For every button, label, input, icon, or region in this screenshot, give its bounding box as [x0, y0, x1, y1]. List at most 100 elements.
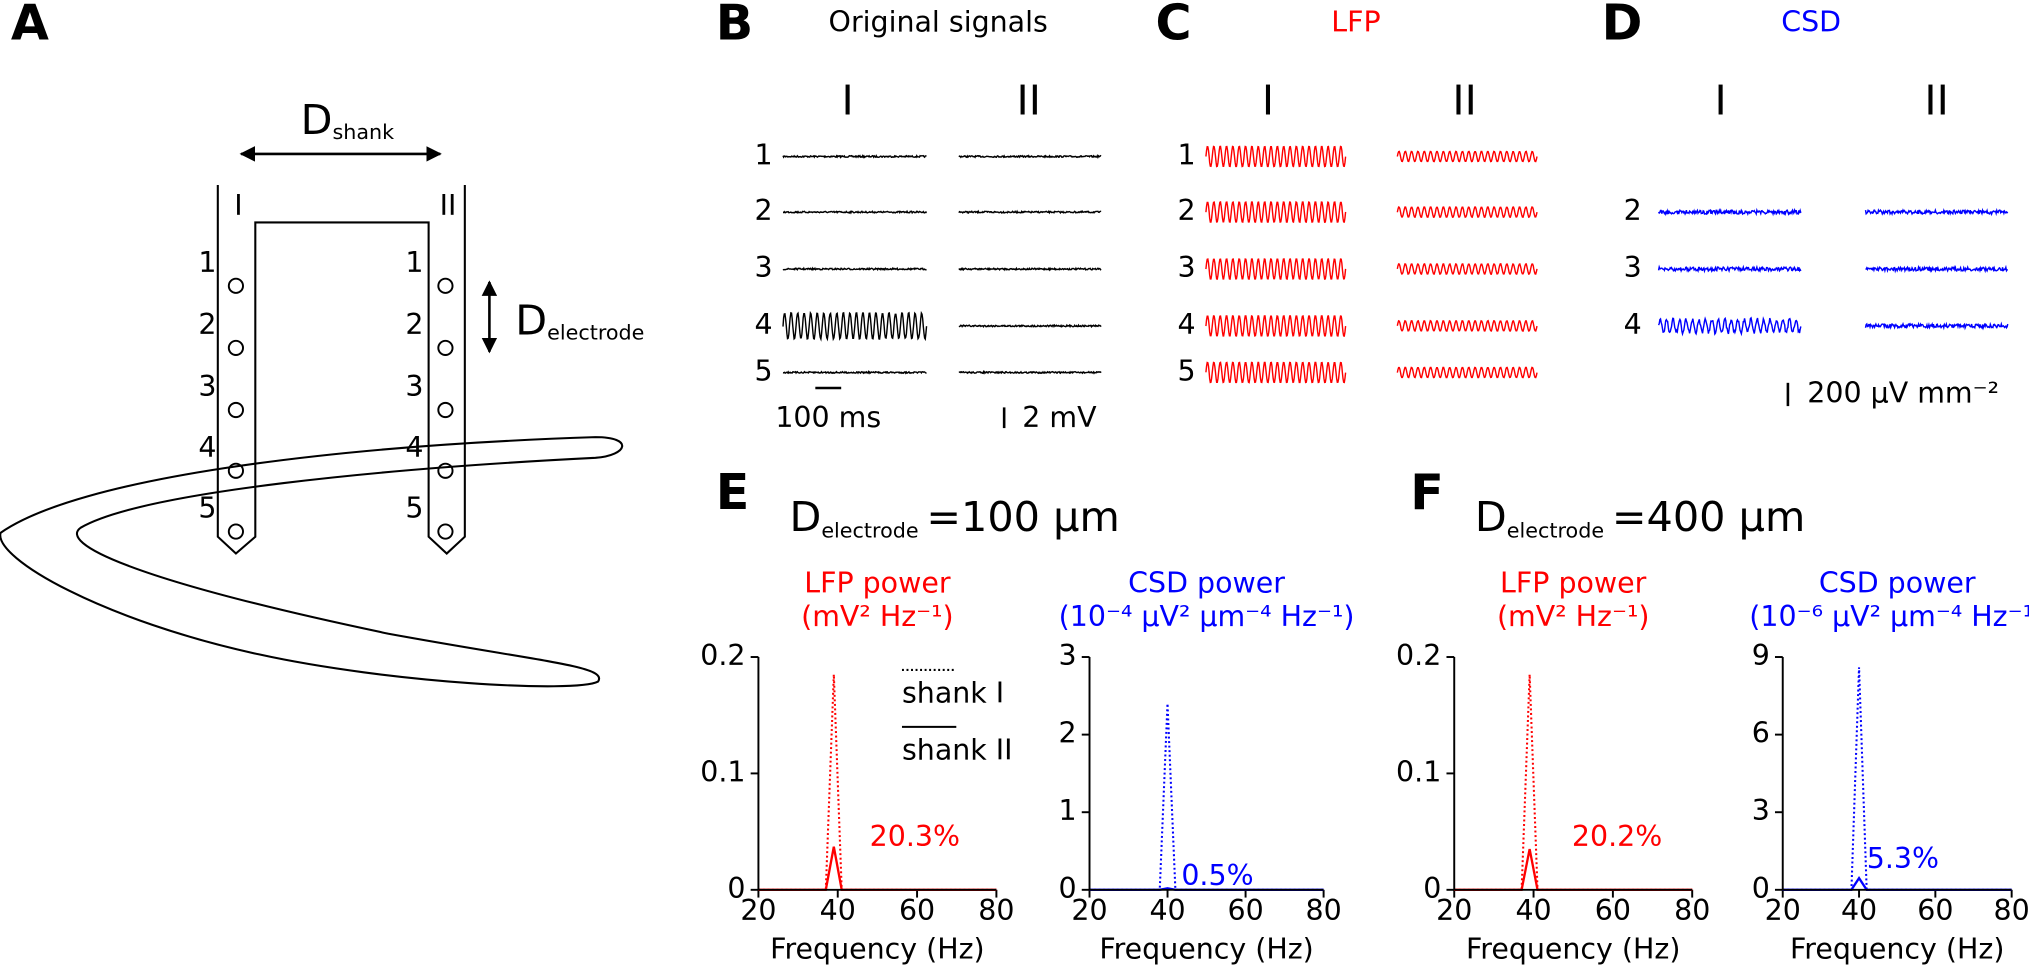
electrode-label: 2	[405, 308, 423, 341]
electrode-label: 5	[405, 492, 423, 525]
panel-label: C	[1155, 0, 1191, 51]
panel-label: F	[1410, 463, 1444, 521]
d-shank-sub: shank	[332, 120, 394, 144]
heading: Delectrode =100 µm	[789, 493, 1119, 543]
column-label: II	[1017, 76, 1041, 124]
scale-label: 200 µV mm⁻²	[1807, 376, 1999, 409]
y-tick-label: 0.1	[700, 755, 745, 788]
legend-label: shank II	[902, 733, 1013, 766]
panel-title: CSD	[1781, 5, 1841, 38]
trace	[958, 154, 1102, 159]
column-label: II	[1452, 76, 1476, 124]
row-label: 2	[1177, 194, 1195, 227]
x-tick-label: 20	[740, 894, 776, 927]
trace	[1205, 145, 1347, 168]
row-label: 3	[1624, 251, 1642, 284]
x-tick-label: 80	[978, 894, 1014, 927]
row-label: 4	[1624, 308, 1642, 341]
x-tick-label: 20	[1071, 894, 1107, 927]
row-label: 1	[1177, 138, 1195, 171]
y-tick-label: 0	[1058, 872, 1076, 905]
scale-label: 2 mV	[1022, 401, 1097, 434]
electrode	[437, 462, 454, 479]
panel-label: D	[1602, 0, 1643, 51]
series-line	[1454, 674, 1693, 891]
row-label: 1	[755, 138, 773, 171]
series-line	[758, 846, 997, 891]
electrode-label: 4	[405, 431, 423, 464]
x-tick-label: 40	[1841, 894, 1877, 927]
y-tick-label: 3	[1752, 794, 1770, 827]
legend-label: shank I	[902, 677, 1004, 710]
chart-title: LFP power	[1500, 567, 1647, 600]
row-label: 5	[755, 354, 773, 387]
trace	[782, 266, 927, 272]
panel-title: Original signals	[829, 5, 1048, 38]
column-label: I	[842, 76, 854, 124]
heading-value: =400 µm	[1612, 493, 1805, 541]
heading-value: =100 µm	[926, 493, 1119, 541]
panel-title: LFP	[1331, 5, 1380, 38]
trace	[1205, 200, 1347, 224]
x-tick-label: 60	[1917, 894, 1953, 927]
x-tick-label: 60	[1595, 894, 1631, 927]
annotation: 5.3%	[1867, 842, 1939, 875]
shank-label: I	[234, 189, 242, 222]
trace	[1396, 366, 1538, 379]
y-tick-label: 0	[1752, 872, 1770, 905]
heading-sub: electrode	[821, 519, 918, 543]
trace	[958, 323, 1102, 329]
electrode-label: 4	[198, 431, 216, 464]
y-tick-label: 2	[1058, 717, 1076, 750]
row-label: 2	[1624, 194, 1642, 227]
d-shank: Dshank	[301, 96, 395, 144]
y-tick-label: 0.1	[1396, 755, 1441, 788]
x-tick-label: 40	[820, 894, 856, 927]
y-tick-label: 1	[1058, 794, 1076, 827]
chart-title: LFP power	[804, 567, 951, 600]
trace	[782, 209, 928, 215]
scale-label: 100 ms	[775, 401, 881, 434]
annotation: 20.3%	[870, 820, 960, 853]
panel-label: B	[716, 0, 753, 51]
d-shank-main: D	[301, 96, 333, 144]
row-label: 3	[1177, 251, 1195, 284]
chart-title: CSD power	[1128, 567, 1285, 600]
y-tick-label: 0	[727, 872, 745, 905]
electrode-label: 1	[198, 246, 216, 279]
d-electrode: Delectrode	[515, 296, 644, 344]
heading-main: D	[1475, 493, 1507, 541]
electrode	[437, 401, 454, 419]
x-tick-label: 80	[1674, 894, 1710, 927]
trace	[1657, 207, 1802, 217]
trace	[1864, 321, 2009, 331]
heading: Delectrode =400 µm	[1475, 493, 1805, 543]
electrode-label: 1	[405, 246, 423, 279]
d-electrode-main: D	[515, 296, 547, 344]
chart-title: (mV² Hz⁻¹)	[801, 600, 954, 633]
electrode-label: 3	[405, 370, 423, 403]
electrode	[437, 277, 454, 294]
electrode-label: 3	[198, 370, 216, 403]
chart-title: (mV² Hz⁻¹)	[1497, 600, 1650, 633]
electrode	[227, 277, 244, 294]
trace	[1657, 316, 1802, 337]
y-tick-label: 9	[1752, 639, 1770, 672]
annotation: 20.2%	[1572, 820, 1662, 853]
trace	[1396, 150, 1538, 163]
row-label: 5	[1177, 354, 1195, 387]
trace	[782, 154, 927, 159]
row-label: 4	[755, 308, 773, 341]
trace	[782, 310, 928, 342]
chart-title: (10⁻⁴ µV² µm⁻⁴ Hz⁻¹)	[1059, 600, 1355, 633]
shank-label: II	[440, 189, 457, 222]
trace	[1396, 319, 1538, 333]
brain-slice	[0, 436, 624, 688]
annotation: 0.5%	[1181, 859, 1253, 892]
trace	[958, 266, 1102, 272]
x-tick-label: 40	[1515, 894, 1551, 927]
electrode	[227, 462, 244, 479]
electrode	[437, 339, 454, 356]
